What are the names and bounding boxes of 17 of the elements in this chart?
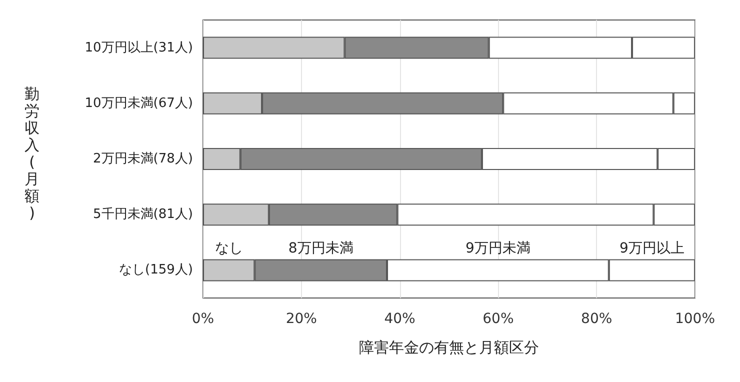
x-tick-label: 0%	[192, 311, 214, 327]
y-axis-title: 勤労収入(月額)	[24, 85, 40, 222]
x-tick-label: 80%	[581, 311, 612, 327]
series-label: なし	[214, 240, 243, 256]
x-tick-label: 100%	[674, 311, 716, 327]
series-label: 9万円未満	[465, 240, 530, 256]
y-tick-label: 10万円以上(31人)	[84, 40, 193, 56]
x-tick-label: 40%	[384, 311, 416, 327]
series-label: 8万円未満	[288, 240, 354, 256]
y-tick-label: 10万円未満(67人)	[84, 96, 193, 111]
x-tick-label: 60%	[482, 311, 514, 327]
y-tick-label: 5千円未満(81人)	[93, 207, 193, 222]
x-axis-title: 障害年金の有無と月額区分	[359, 338, 539, 356]
y-tick-label: なし(159人)	[119, 262, 193, 278]
y-tick-label: 2万円未満(78人)	[93, 152, 193, 166]
x-tick-label: 20%	[286, 311, 317, 327]
series-label: 9万円以上	[619, 240, 684, 256]
